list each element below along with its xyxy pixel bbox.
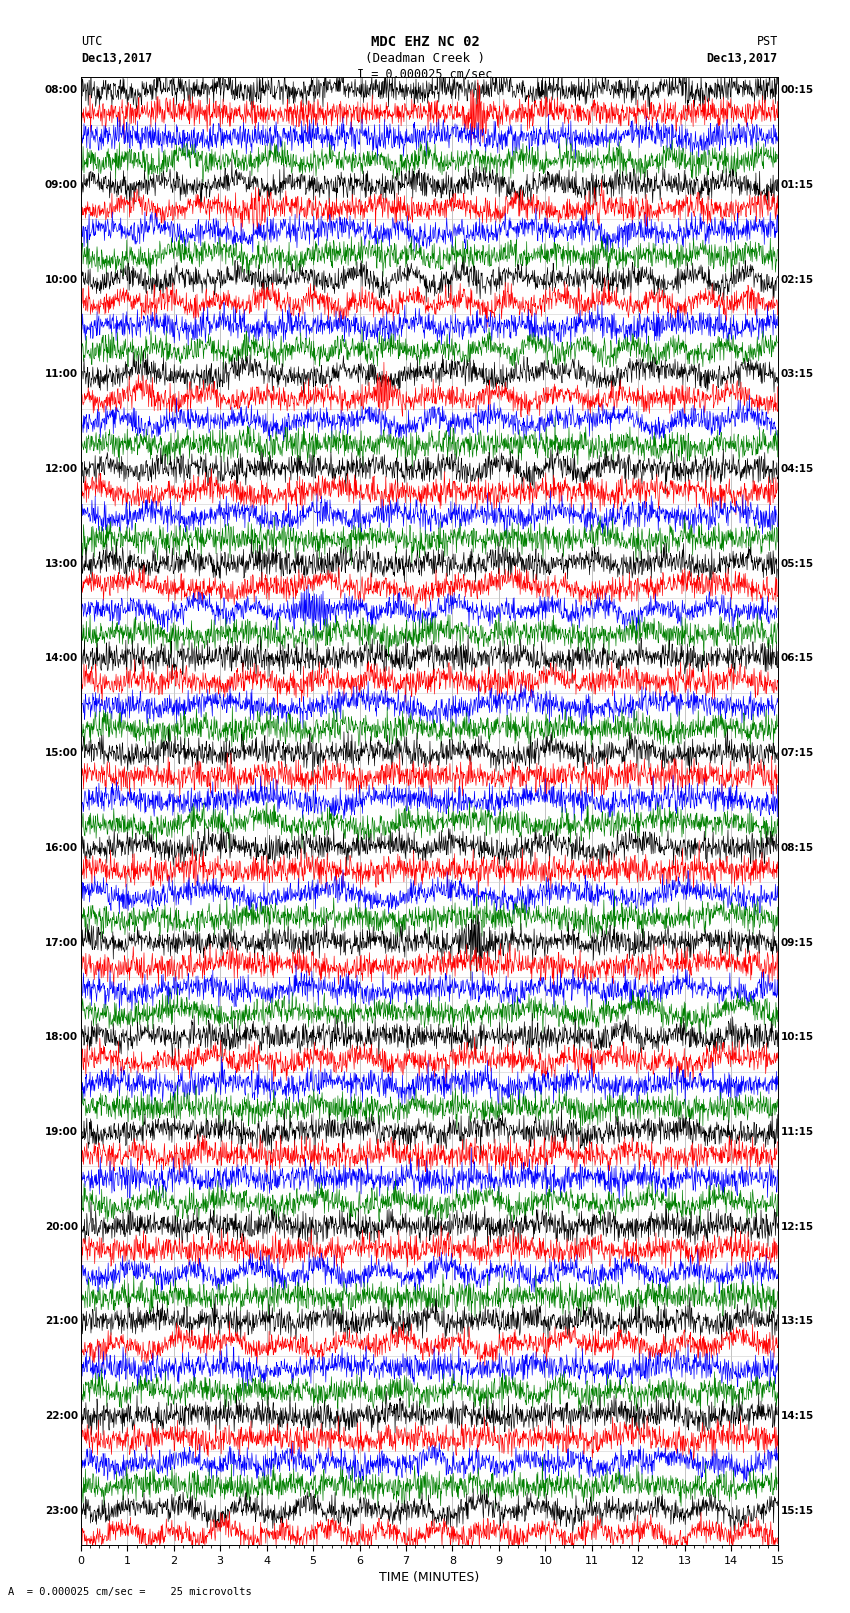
Text: I = 0.000025 cm/sec: I = 0.000025 cm/sec [357, 68, 493, 81]
Text: A  = 0.000025 cm/sec =    25 microvolts: A = 0.000025 cm/sec = 25 microvolts [8, 1587, 252, 1597]
X-axis label: TIME (MINUTES): TIME (MINUTES) [379, 1571, 479, 1584]
Text: Dec13,2017: Dec13,2017 [706, 52, 778, 65]
Text: UTC: UTC [81, 35, 102, 48]
Text: PST: PST [756, 35, 778, 48]
Text: (Deadman Creek ): (Deadman Creek ) [365, 52, 485, 65]
Text: MDC EHZ NC 02: MDC EHZ NC 02 [371, 35, 479, 50]
Text: Dec13,2017: Dec13,2017 [81, 52, 152, 65]
